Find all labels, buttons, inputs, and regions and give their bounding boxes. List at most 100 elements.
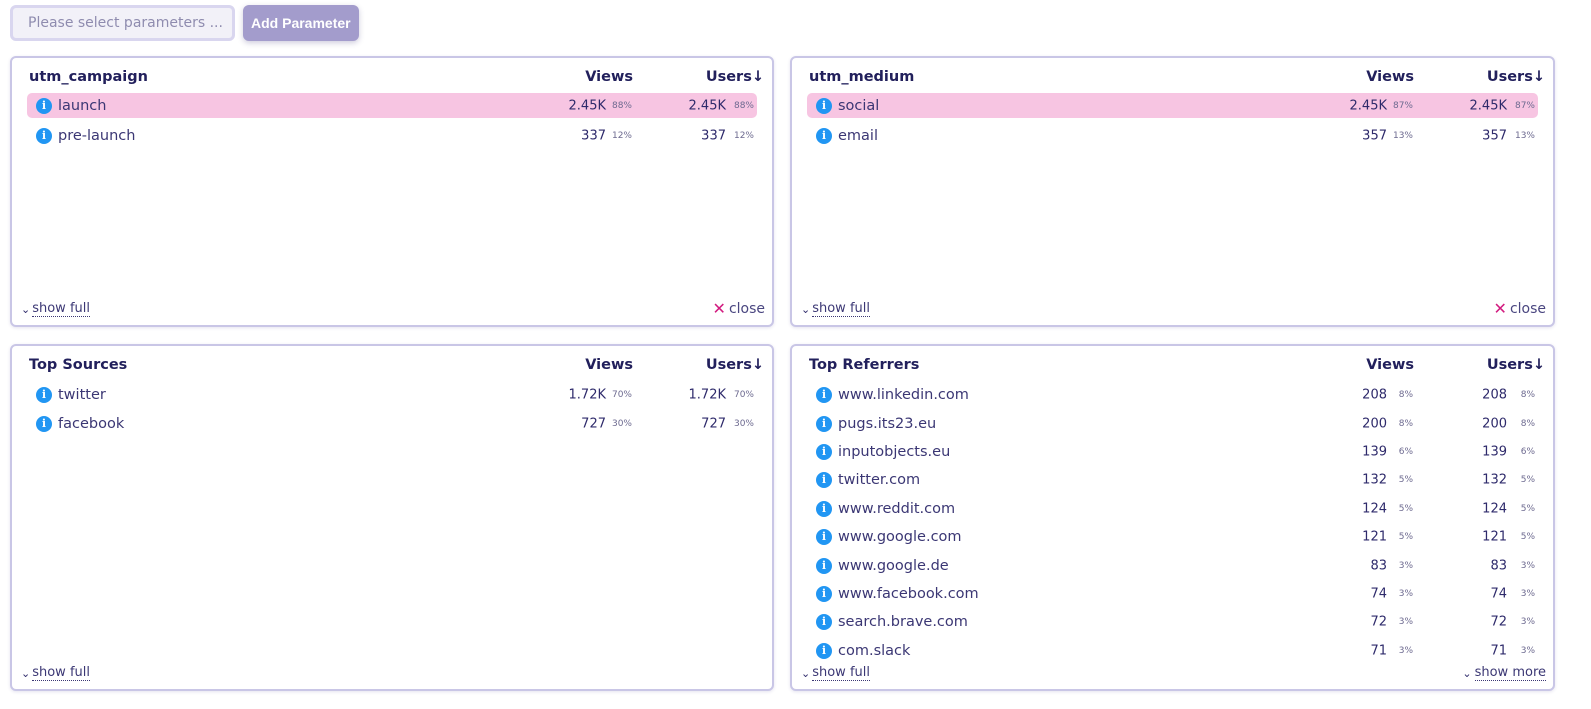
views-value: 72 (1370, 614, 1387, 630)
show-full-label: show full (32, 665, 90, 681)
info-icon[interactable]: i (816, 472, 832, 489)
row-label: pre-launch (58, 127, 136, 144)
chevron-down-icon: ⌄ (21, 303, 31, 316)
users-column-header[interactable]: Users↓ (705, 69, 764, 85)
row-label: www.reddit.com (838, 500, 956, 517)
users-value: 2.45K (1469, 98, 1507, 113)
table-row[interactable]: i inputobjects.eu 139 6% 139 6% (807, 438, 1538, 466)
table-row[interactable]: i search.brave.com 72 3% 72 3% (807, 608, 1538, 636)
sort-down-icon: ↓ (1532, 69, 1545, 85)
views-value: 132 (1362, 472, 1387, 488)
sort-down-icon: ↓ (1532, 357, 1545, 373)
table-row[interactable]: i launch 2.45K 88% 2.45K 88% (27, 93, 757, 118)
info-icon[interactable]: i (36, 387, 52, 404)
views-column-header[interactable]: Views (1366, 357, 1414, 373)
users-percent: 3% (1520, 560, 1535, 571)
top-sources-card: Top Sources Views Users↓ i twitter 1.72K 70… (10, 344, 774, 691)
table-row[interactable]: i twitter.com 132 5% 132 5% (807, 466, 1538, 494)
utm-medium-card: utm_medium Views Users↓ i social 2.45K 87% 2… (790, 56, 1555, 327)
row-label: www.google.com (838, 529, 962, 546)
views-column-header[interactable]: Views (585, 69, 633, 85)
info-icon[interactable]: i (816, 443, 832, 460)
show-more-button[interactable]: ⌄ show more (1462, 666, 1546, 681)
users-value: 74 (1490, 586, 1507, 602)
views-value: 83 (1370, 558, 1387, 574)
card-title: utm_campaign (29, 69, 148, 85)
users-value: 132 (1482, 472, 1507, 488)
info-icon[interactable]: i (816, 500, 832, 517)
row-label: search.brave.com (838, 614, 968, 631)
table-row[interactable]: i www.google.de 83 3% 83 3% (807, 551, 1538, 579)
table-row[interactable]: i www.linkedin.com 208 8% 208 8% (807, 381, 1538, 409)
row-label: twitter.com (838, 472, 921, 489)
users-value: 337 (701, 128, 726, 144)
card-rows: i twitter 1.72K 70% 1.72K 70% i facebook 727 30% 7… (27, 381, 757, 438)
table-row[interactable]: i www.facebook.com 74 3% 74 3% (807, 580, 1538, 608)
info-icon[interactable]: i (816, 415, 832, 432)
show-full-button[interactable]: ⌄ show full (801, 302, 870, 317)
table-row[interactable]: i pre-launch 337 12% 337 12% (27, 121, 757, 149)
views-value: 1.72K (568, 387, 606, 403)
table-row[interactable]: i pugs.its23.eu 200 8% 200 8% (807, 409, 1538, 437)
info-icon[interactable]: i (816, 614, 832, 631)
row-label: twitter (58, 387, 106, 404)
table-row[interactable]: i www.reddit.com 124 5% 124 5% (807, 495, 1538, 523)
info-icon[interactable]: i (816, 529, 832, 546)
show-full-button[interactable]: ⌄ show full (21, 666, 90, 681)
info-icon[interactable]: i (816, 387, 832, 404)
toolbar: Please select parameters ... Add Paramet… (10, 5, 359, 41)
views-percent: 70% (611, 390, 632, 401)
show-full-button[interactable]: ⌄ show full (801, 666, 870, 681)
views-percent: 3% (1398, 560, 1413, 571)
info-icon[interactable]: i (36, 415, 52, 432)
row-label: inputobjects.eu (838, 443, 951, 460)
users-value: 72 (1490, 614, 1507, 630)
info-icon[interactable]: i (816, 127, 832, 144)
info-icon[interactable]: i (36, 127, 52, 144)
views-column-header[interactable]: Views (585, 357, 633, 373)
chevron-down-icon: ⌄ (21, 667, 31, 680)
table-row[interactable]: i www.google.com 121 5% 121 5% (807, 523, 1538, 551)
views-column-header[interactable]: Views (1366, 69, 1414, 85)
views-value: 357 (1362, 128, 1387, 144)
users-column-header[interactable]: Users↓ (1486, 69, 1545, 85)
show-more-label: show more (1474, 665, 1546, 681)
close-button[interactable]: ✕ close (713, 301, 765, 318)
users-column-header[interactable]: Users↓ (705, 357, 764, 373)
close-button[interactable]: ✕ close (1494, 301, 1546, 318)
row-label: www.facebook.com (838, 585, 979, 602)
table-row[interactable]: i facebook 727 30% 727 30% (27, 409, 757, 437)
card-title: Top Sources (29, 357, 128, 373)
info-icon[interactable]: i (816, 557, 832, 574)
card-header: Top Referrers Views Users↓ (809, 357, 1545, 377)
users-percent: 6% (1520, 446, 1535, 457)
views-value: 727 (581, 416, 606, 432)
parameter-select[interactable]: Please select parameters ... (10, 5, 235, 41)
chevron-down-icon: ⌄ (801, 303, 811, 316)
show-full-button[interactable]: ⌄ show full (21, 302, 90, 317)
parameter-select-placeholder: Please select parameters ... (28, 15, 223, 31)
users-percent: 5% (1520, 532, 1535, 543)
users-column-header[interactable]: Users↓ (1486, 357, 1545, 373)
show-full-label: show full (32, 301, 90, 317)
views-value: 2.45K (568, 98, 606, 113)
info-icon[interactable]: i (816, 97, 832, 114)
add-parameter-button[interactable]: Add Parameter (243, 5, 359, 41)
info-icon[interactable]: i (36, 97, 52, 114)
table-row[interactable]: i com.slack 71 3% 71 3% (807, 637, 1538, 665)
table-row[interactable]: i email 357 13% 357 13% (807, 121, 1538, 149)
users-percent: 3% (1520, 645, 1535, 656)
views-percent: 5% (1398, 503, 1413, 514)
table-row[interactable]: i twitter 1.72K 70% 1.72K 70% (27, 381, 757, 409)
views-value: 121 (1362, 529, 1387, 545)
users-value: 727 (701, 416, 726, 432)
views-percent: 8% (1398, 418, 1413, 429)
info-icon[interactable]: i (816, 642, 832, 659)
utm-campaign-card: utm_campaign Views Users↓ i launch 2.45K 88… (10, 56, 774, 327)
close-label: close (728, 301, 765, 317)
users-percent: 3% (1520, 588, 1535, 599)
info-icon[interactable]: i (816, 585, 832, 602)
table-row[interactable]: i social 2.45K 87% 2.45K 87% (807, 93, 1538, 118)
row-label: pugs.its23.eu (838, 415, 937, 432)
users-percent: 8% (1520, 390, 1535, 401)
